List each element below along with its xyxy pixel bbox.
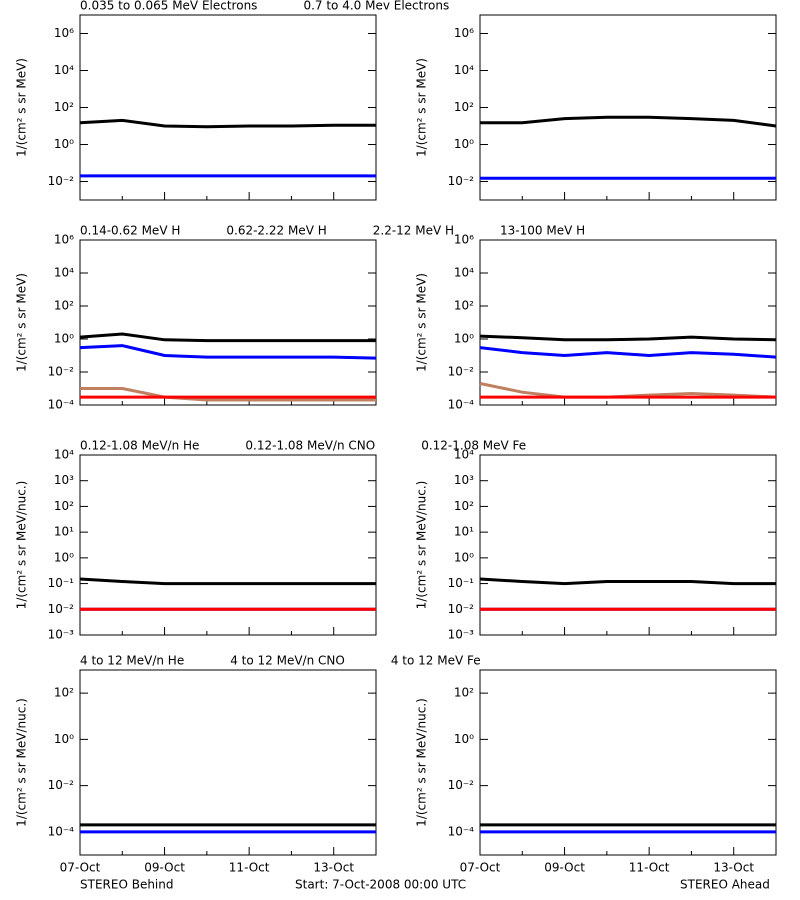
footer-right: STEREO Ahead	[680, 878, 770, 892]
y-tick-label: 10⁻²	[448, 778, 475, 792]
y-tick-label: 10⁻⁴	[448, 824, 475, 838]
series-line	[479, 346, 777, 359]
x-tick-label: 11-Oct	[229, 861, 270, 875]
y-tick-label: 10⁴	[454, 63, 474, 77]
y-tick-label: 10¹	[454, 525, 474, 539]
y-tick-label: 10²	[454, 299, 474, 313]
y-tick-label: 10²	[454, 686, 474, 700]
x-tick-label: 13-Oct	[313, 861, 354, 875]
y-tick-label: 10⁻²	[48, 602, 75, 616]
y-tick-label: 10²	[54, 299, 74, 313]
y-tick-label: 10³	[454, 473, 474, 487]
y-tick-label: 10¹	[54, 525, 74, 539]
legend-entry: 4 to 12 MeV/n CNO	[230, 654, 345, 668]
y-axis-label: 1/(cm² s sr MeV)	[15, 58, 29, 157]
y-tick-label: 10⁰	[54, 332, 74, 346]
legend-entry: 2.2-12 MeV H	[373, 224, 454, 238]
y-tick-label: 10⁻²	[448, 174, 475, 188]
y-tick-label: 10⁶	[454, 26, 474, 40]
x-tick-label: 09-Oct	[544, 861, 585, 875]
y-tick-label: 10⁻¹	[448, 576, 475, 590]
x-tick-label: 13-Oct	[713, 861, 754, 875]
y-axis-label: 1/(cm² s sr MeV/nuc.)	[15, 698, 29, 827]
y-tick-label: 10²	[54, 686, 74, 700]
y-tick-label: 10⁻²	[48, 365, 75, 379]
y-tick-label: 10²	[54, 100, 74, 114]
y-tick-label: 10⁻¹	[48, 576, 75, 590]
x-tick-label: 09-Oct	[144, 861, 185, 875]
y-axis-label: 1/(cm² s sr MeV)	[415, 58, 429, 157]
legend-entry: 0.14-0.62 MeV H	[80, 224, 180, 238]
footer-center: Start: 7-Oct-2008 00:00 UTC	[295, 878, 466, 892]
y-axis-label: 1/(cm² s sr MeV)	[415, 273, 429, 372]
y-tick-label: 10²	[54, 499, 74, 513]
y-tick-label: 10⁻⁴	[448, 398, 475, 412]
legend-entry: 0.7 to 4.0 Mev Electrons	[303, 0, 449, 13]
y-tick-label: 10⁰	[454, 732, 474, 746]
legend-entry: 0.12-1.08 MeV/n CNO	[245, 439, 375, 453]
y-tick-label: 10³	[54, 473, 74, 487]
y-tick-label: 10⁶	[54, 26, 74, 40]
series-line	[479, 334, 777, 342]
legend-entry: 13-100 MeV H	[500, 224, 585, 238]
y-axis-label: 1/(cm² s sr MeV/nuc.)	[415, 698, 429, 827]
y-tick-label: 10⁶	[54, 233, 74, 247]
y-tick-label: 10²	[454, 499, 474, 513]
y-tick-label: 10⁴	[454, 266, 474, 280]
frame	[479, 669, 777, 856]
footer-left: STEREO Behind	[80, 878, 174, 892]
y-tick-label: 10⁰	[454, 332, 474, 346]
x-tick-label: 07-Oct	[460, 861, 501, 875]
y-tick-label: 10⁰	[454, 550, 474, 564]
series-line	[80, 387, 376, 402]
y-tick-label: 10⁰	[54, 550, 74, 564]
legend-entry: 4 to 12 MeV Fe	[391, 654, 481, 668]
series-line	[79, 344, 377, 360]
frame	[79, 454, 377, 636]
frame	[479, 14, 777, 201]
series-line	[79, 118, 376, 129]
y-tick-label: 10⁻³	[48, 628, 75, 642]
y-tick-label: 10⁻⁴	[48, 398, 75, 412]
legend-entry: 0.12-1.08 MeV Fe	[421, 439, 526, 453]
y-tick-label: 10⁶	[454, 233, 474, 247]
y-tick-label: 10⁻²	[48, 174, 75, 188]
y-tick-label: 10²	[454, 100, 474, 114]
y-tick-label: 10⁴	[454, 448, 474, 462]
y-tick-label: 10⁴	[54, 448, 74, 462]
legend-entry: 4 to 12 MeV/n He	[80, 654, 184, 668]
y-tick-label: 10⁰	[454, 137, 474, 151]
legend-entry: 0.62-2.22 MeV H	[226, 224, 326, 238]
y-tick-label: 10⁰	[54, 732, 74, 746]
x-tick-label: 07-Oct	[60, 861, 101, 875]
series-line	[480, 115, 777, 128]
frame	[479, 454, 777, 636]
series-line	[479, 382, 777, 399]
y-tick-label: 10⁻³	[448, 628, 475, 642]
y-tick-label: 10⁴	[54, 63, 74, 77]
y-axis-label: 1/(cm² s sr MeV)	[15, 273, 29, 372]
x-tick-label: 11-Oct	[629, 861, 670, 875]
series-line	[479, 577, 776, 586]
y-tick-label: 10⁻²	[448, 602, 475, 616]
frame	[79, 239, 377, 406]
y-tick-label: 10⁻⁴	[48, 824, 75, 838]
y-tick-label: 10⁴	[54, 266, 74, 280]
frame	[79, 669, 377, 856]
y-tick-label: 10⁻²	[448, 365, 475, 379]
y-tick-label: 10⁻²	[48, 778, 75, 792]
y-tick-label: 10⁰	[54, 137, 74, 151]
series-line	[79, 332, 376, 343]
y-axis-label: 1/(cm² s sr MeV/nuc.)	[15, 481, 29, 610]
y-axis-label: 1/(cm² s sr MeV/nuc.)	[415, 481, 429, 610]
frame	[79, 14, 377, 201]
series-line	[79, 577, 376, 586]
legend-entry: 0.12-1.08 MeV/n He	[80, 439, 199, 453]
frame	[479, 239, 777, 406]
legend-entry: 0.035 to 0.065 MeV Electrons	[80, 0, 257, 13]
